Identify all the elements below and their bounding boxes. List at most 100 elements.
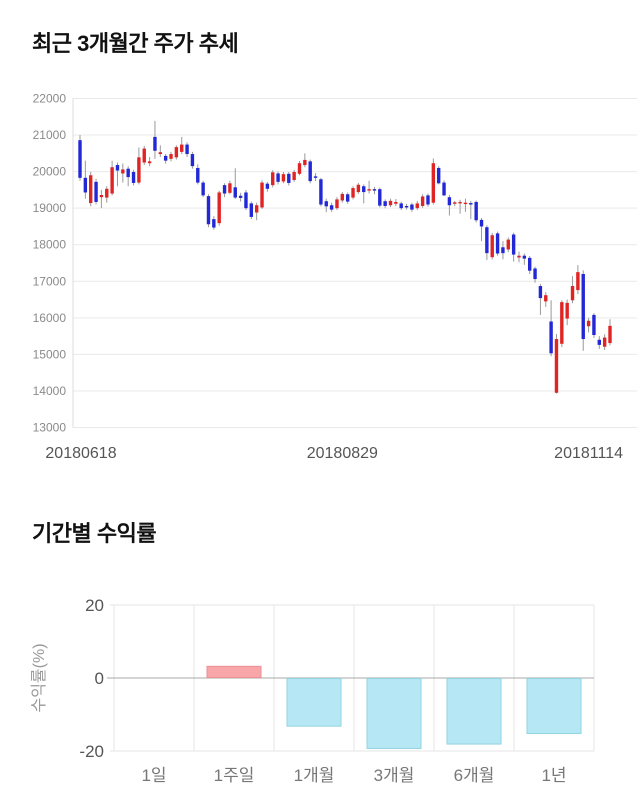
candle-up (303, 159, 307, 166)
candle-down (131, 171, 136, 183)
candle-down (474, 201, 478, 221)
candle-down (522, 255, 527, 259)
return-bar (366, 678, 422, 749)
period-returns-bar-chart: 20 0 -20 1일 1주일 1개월 3개월 6개월 1년 수익률(%) (0, 560, 640, 810)
candle-down (185, 144, 189, 155)
candle-down (83, 177, 88, 193)
candle-down (362, 186, 366, 193)
candle-down (597, 339, 601, 345)
candle-down (581, 273, 585, 340)
candle-up (420, 196, 425, 206)
candle-down (469, 203, 473, 205)
candle-down (313, 176, 318, 178)
y-axis-title: 수익률(%) (30, 643, 48, 712)
y-tick-label: 20 (85, 596, 104, 615)
candle-up (142, 148, 146, 163)
candle-up (105, 188, 109, 198)
candle-up (367, 189, 371, 191)
candle-down (410, 204, 414, 210)
candle-up (147, 161, 152, 164)
candle-down (549, 321, 553, 354)
x-category-label: 3개월 (374, 766, 415, 785)
candle-down (495, 233, 500, 254)
return-bar (206, 665, 262, 678)
candle-down (399, 203, 403, 209)
y-tick-label: 21000 (33, 128, 67, 142)
candle-up (254, 205, 259, 213)
candle-down (485, 227, 489, 254)
candle-down (201, 182, 205, 196)
candle-down (319, 179, 323, 205)
candle-up (463, 202, 468, 205)
candle-up (121, 169, 125, 174)
candle-up (158, 152, 163, 155)
candle-down (265, 183, 270, 189)
y-tick-label: 13000 (33, 421, 67, 435)
x-tick-label: 20180618 (45, 445, 116, 462)
candle-up (576, 272, 580, 291)
x-tick-label: 20180829 (307, 445, 378, 462)
candle-up (351, 188, 355, 198)
candle-up (453, 202, 457, 204)
candle-up (217, 192, 221, 224)
candlestick-plot: 22000 21000 20000 19000 18000 17000 16000 15000… (33, 92, 637, 462)
return-bar (446, 678, 502, 745)
candle-up (137, 157, 141, 183)
candle-down (308, 161, 312, 182)
y-tick-label: 22000 (33, 92, 67, 106)
candle-down (244, 192, 248, 209)
x-category-label: 6개월 (454, 766, 495, 785)
candle-up (458, 201, 462, 204)
candle-up (602, 337, 607, 347)
x-tick-label: 20181114 (554, 445, 623, 462)
y-tick-label: 15000 (33, 347, 67, 361)
candle-down (511, 234, 516, 255)
candle-up (271, 172, 275, 186)
candle-up (169, 154, 173, 159)
candle-down (163, 155, 168, 161)
x-category-label: 1년 (541, 766, 566, 785)
candle-up (560, 302, 564, 344)
y-tick-label: 18000 (33, 238, 67, 252)
candle-down (126, 168, 130, 178)
returns-plot: 20 0 -20 1일 1주일 1개월 3개월 6개월 1년 수익률(%) (30, 596, 595, 785)
candle-down (442, 182, 446, 196)
candle-up (554, 339, 559, 393)
candle-down (190, 154, 195, 167)
candle-down (94, 181, 98, 202)
y-tick-label: 17000 (33, 274, 67, 288)
candle-up (340, 193, 345, 201)
candle-up (174, 147, 179, 158)
y-tick-label: 16000 (33, 311, 67, 325)
candle-up (356, 184, 361, 193)
candle-down (222, 185, 227, 194)
period-returns-title: 기간별 수익률 (32, 521, 157, 546)
price-trend-candlestick-chart: 22000 21000 20000 19000 18000 17000 16000 15000… (0, 88, 640, 470)
y-tick-label: 19000 (33, 201, 67, 215)
candle-down (592, 314, 596, 336)
candle-down (538, 286, 543, 299)
y-tick-label: 0 (95, 669, 104, 688)
candle-down (233, 187, 237, 198)
candle-up (394, 201, 398, 204)
candle-down (533, 268, 537, 280)
candle-down (372, 189, 377, 191)
y-tick-label: 14000 (33, 384, 67, 398)
candle-up (110, 167, 114, 194)
candle-up (586, 320, 591, 327)
candle-up (570, 286, 575, 301)
x-category-label: 1일 (141, 766, 166, 785)
candle-up (506, 239, 510, 250)
return-bar (286, 678, 342, 727)
candle-up (608, 325, 612, 344)
x-category-label: 1주일 (214, 766, 255, 785)
candle-up (99, 195, 104, 198)
candle-up (388, 200, 393, 206)
candle-up (544, 295, 548, 302)
candle-down (78, 140, 82, 178)
candle-up (335, 199, 339, 209)
candle-down (238, 195, 243, 198)
candle-down (501, 247, 505, 254)
candle-up (490, 235, 494, 258)
